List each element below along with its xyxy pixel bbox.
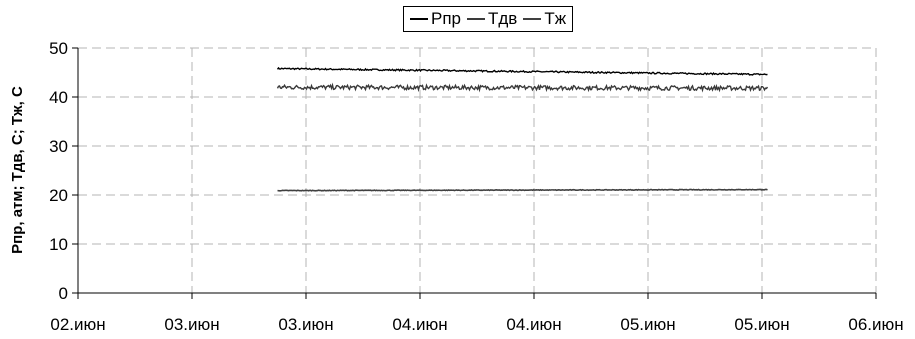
legend-swatch [523,18,542,20]
x-tick-label: 03.июн [164,315,219,334]
y-tick-label: 10 [49,235,68,254]
x-tick-label: 06.июн [848,315,903,334]
x-tick-label: 04.июн [392,315,447,334]
legend-swatch [410,18,428,20]
series-line-3 [277,188,768,192]
legend-swatch [467,18,485,20]
legend-entry: Тж [523,9,566,29]
series-line-2 [276,82,769,93]
x-tick-label: 05.июн [620,315,675,334]
y-tick-label: 0 [59,284,68,303]
x-tick-label: 05.июн [734,315,789,334]
legend-label: Тж [544,9,567,28]
x-tick-label: 02.июн [50,315,105,334]
y-tick-label: 40 [49,88,68,107]
legend-entry: Рпр [410,9,461,29]
x-tick-label: 03.июн [278,315,333,334]
series-line-1 [276,66,768,76]
tick-labels: 0 10 20 30 40 50 02.июн 03.июн 03.июн 04.июн 04.ию… [49,39,904,334]
y-tick-label: 50 [49,39,68,58]
legend: Рпр Тдв Тж [403,6,574,32]
x-tick-label: 04.июн [506,315,561,334]
y-tick-label: 30 [49,137,68,156]
legend-label: Тдв [488,9,518,28]
y-tick-label: 20 [49,186,68,205]
series-lines [276,66,769,192]
legend-label: Рпр [431,9,461,28]
grid [78,47,877,293]
legend-entry: Тдв [467,9,517,29]
y-axis-label: Рпр, атм; Тдв, С; Тж, С [9,86,26,254]
axes [72,47,877,299]
